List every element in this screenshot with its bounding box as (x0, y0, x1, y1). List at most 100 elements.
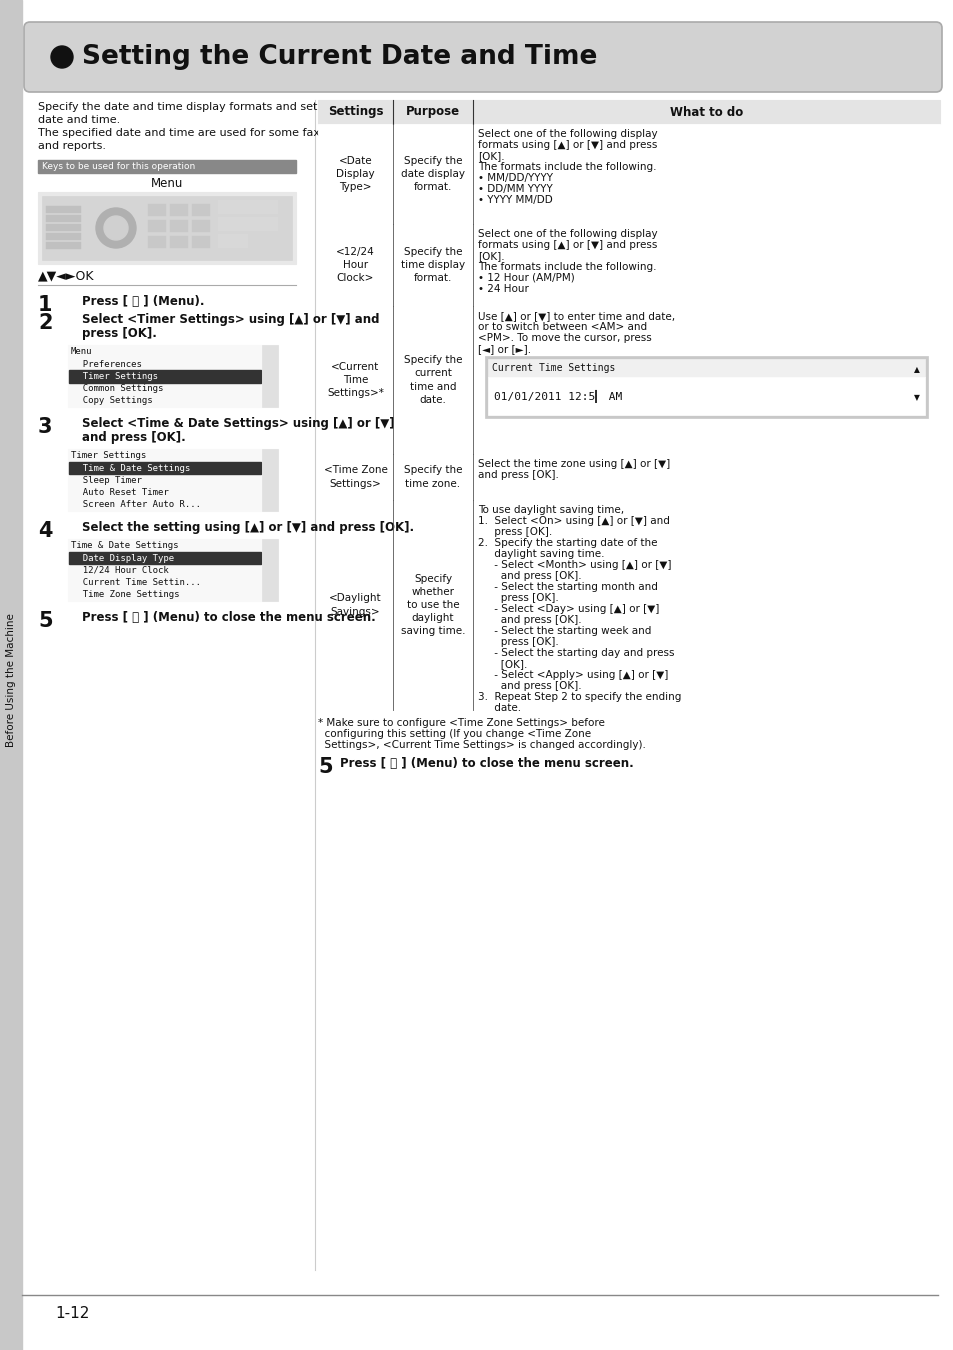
Text: - Select <Day> using [▲] or [▼]: - Select <Day> using [▲] or [▼] (477, 603, 659, 614)
Bar (170, 236, 188, 248)
Bar (68, 539, 277, 601)
Text: Specify the
time display
format.: Specify the time display format. (400, 247, 464, 284)
Bar (262, 450, 277, 512)
Bar (484, 356, 927, 418)
Text: - Select the starting month and: - Select the starting month and (477, 582, 658, 593)
Text: Select the time zone using [▲] or [▼]: Select the time zone using [▲] or [▼] (477, 459, 670, 468)
Text: Menu: Menu (151, 177, 183, 190)
Text: Specify the
current
time and
date.: Specify the current time and date. (403, 355, 462, 405)
Bar (46, 242, 81, 248)
Text: <Daylight
Savings>: <Daylight Savings> (329, 594, 381, 617)
Text: Select the setting using [▲] or [▼] and press [OK].: Select the setting using [▲] or [▼] and … (82, 521, 414, 535)
Bar (218, 200, 277, 215)
Text: Current Time Settin...: Current Time Settin... (71, 578, 201, 587)
Text: • MM/DD/YYYY: • MM/DD/YYYY (477, 173, 553, 184)
Text: or to switch between <AM> and: or to switch between <AM> and (477, 323, 646, 332)
Text: Settings>, <Current Time Settings> is changed accordingly).: Settings>, <Current Time Settings> is ch… (317, 740, 645, 751)
Text: press [OK].: press [OK]. (477, 637, 558, 647)
Text: Time Zone Settings: Time Zone Settings (71, 590, 179, 599)
Text: formats using [▲] or [▼] and press: formats using [▲] or [▼] and press (477, 240, 657, 250)
Text: <Date
Display
Type>: <Date Display Type> (335, 155, 375, 192)
Bar (69, 462, 261, 474)
Text: Use [▲] or [▼] to enter time and date,: Use [▲] or [▼] to enter time and date, (477, 310, 675, 321)
Text: Before Using the Machine: Before Using the Machine (6, 613, 16, 747)
Text: Menu: Menu (71, 347, 92, 356)
FancyBboxPatch shape (24, 22, 941, 92)
Text: - Select the starting day and press: - Select the starting day and press (477, 648, 674, 657)
Bar (218, 217, 277, 231)
Text: 3: 3 (38, 417, 52, 437)
Text: 2: 2 (38, 313, 52, 333)
Text: Auto Reset Timer: Auto Reset Timer (71, 489, 169, 497)
Text: Screen After Auto R...: Screen After Auto R... (71, 501, 201, 509)
Text: and press [OK].: and press [OK]. (477, 616, 581, 625)
Bar (262, 539, 277, 601)
Text: ▼: ▼ (913, 393, 919, 402)
Text: Timer Settings: Timer Settings (71, 371, 158, 381)
Text: press [OK].: press [OK]. (82, 327, 156, 340)
Text: formats using [▲] or [▼] and press: formats using [▲] or [▼] and press (477, 140, 657, 150)
Bar (170, 204, 188, 216)
Text: Select <Timer Settings> using [▲] or [▼] and: Select <Timer Settings> using [▲] or [▼]… (82, 313, 379, 325)
Text: Setting the Current Date and Time: Setting the Current Date and Time (82, 45, 597, 70)
Text: Current Time Settings: Current Time Settings (492, 363, 615, 373)
Text: Press [ Ⓘ ] (Menu) to close the menu screen.: Press [ Ⓘ ] (Menu) to close the menu scr… (339, 757, 633, 769)
Bar (579, 379, 586, 412)
Text: and press [OK].: and press [OK]. (477, 680, 581, 691)
Text: ▲: ▲ (913, 366, 919, 374)
Bar (170, 220, 188, 232)
Text: <PM>. To move the cursor, press: <PM>. To move the cursor, press (477, 333, 651, 343)
Text: Time & Date Settings: Time & Date Settings (71, 463, 190, 472)
Text: Select one of the following display: Select one of the following display (477, 130, 657, 139)
Bar (192, 236, 210, 248)
Text: • 24 Hour: • 24 Hour (477, 284, 528, 294)
Bar (69, 552, 261, 564)
Text: The specified date and time are used for some fax functions: The specified date and time are used for… (38, 128, 375, 138)
Text: Press [ Ⓘ ] (Menu).: Press [ Ⓘ ] (Menu). (82, 296, 204, 308)
Bar (0, 0, 22, 1350)
Text: Copy Settings: Copy Settings (71, 397, 152, 405)
Bar (488, 359, 924, 377)
Text: Time & Date Settings: Time & Date Settings (71, 541, 178, 549)
Text: <Time Zone
Settings>: <Time Zone Settings> (323, 466, 387, 489)
Text: Specify the date and time display formats and set the current: Specify the date and time display format… (38, 103, 383, 112)
Text: Common Settings: Common Settings (71, 385, 163, 393)
Text: Sleep Timer: Sleep Timer (71, 477, 142, 485)
Text: and reports.: and reports. (38, 140, 106, 151)
Circle shape (96, 208, 136, 248)
Text: What to do: What to do (669, 105, 742, 119)
Text: and press [OK].: and press [OK]. (82, 431, 186, 444)
Text: Select <Time & Date Settings> using [▲] or [▼]: Select <Time & Date Settings> using [▲] … (82, 417, 395, 431)
Text: Press [ Ⓘ ] (Menu) to close the menu screen.: Press [ Ⓘ ] (Menu) to close the menu scr… (82, 612, 375, 624)
Text: Specify the
time zone.: Specify the time zone. (403, 466, 462, 489)
Bar (69, 370, 261, 382)
Bar (148, 204, 166, 216)
Text: The formats include the following.: The formats include the following. (477, 262, 656, 271)
Bar (38, 192, 295, 265)
Text: Purpose: Purpose (406, 105, 459, 119)
Text: Keys to be used for this operation: Keys to be used for this operation (42, 162, 195, 171)
Bar (46, 224, 81, 231)
Bar (46, 207, 81, 213)
Text: Timer Settings: Timer Settings (71, 451, 146, 460)
Text: and press [OK].: and press [OK]. (477, 470, 558, 481)
Bar (317, 100, 939, 124)
Bar (68, 346, 277, 406)
Circle shape (51, 46, 73, 68)
Bar (38, 161, 295, 173)
Text: Select one of the following display: Select one of the following display (477, 230, 657, 239)
Text: The formats include the following.: The formats include the following. (477, 162, 656, 171)
Text: press [OK].: press [OK]. (477, 593, 558, 603)
Text: • 12 Hour (AM/PM): • 12 Hour (AM/PM) (477, 273, 574, 284)
Text: ▲▼◄►OK: ▲▼◄►OK (38, 269, 94, 282)
Text: 01/01/2011 12:5▎ AM: 01/01/2011 12:5▎ AM (494, 389, 621, 402)
Bar (42, 196, 292, 261)
Text: - Select the starting week and: - Select the starting week and (477, 626, 651, 636)
Bar (218, 234, 248, 248)
Bar (68, 450, 277, 512)
Text: 4: 4 (38, 521, 52, 541)
Text: Specify the
date display
format.: Specify the date display format. (400, 155, 464, 192)
Text: 5: 5 (38, 612, 52, 630)
Text: [◄] or [►].: [◄] or [►]. (477, 344, 531, 354)
Text: [OK].: [OK]. (477, 151, 504, 161)
